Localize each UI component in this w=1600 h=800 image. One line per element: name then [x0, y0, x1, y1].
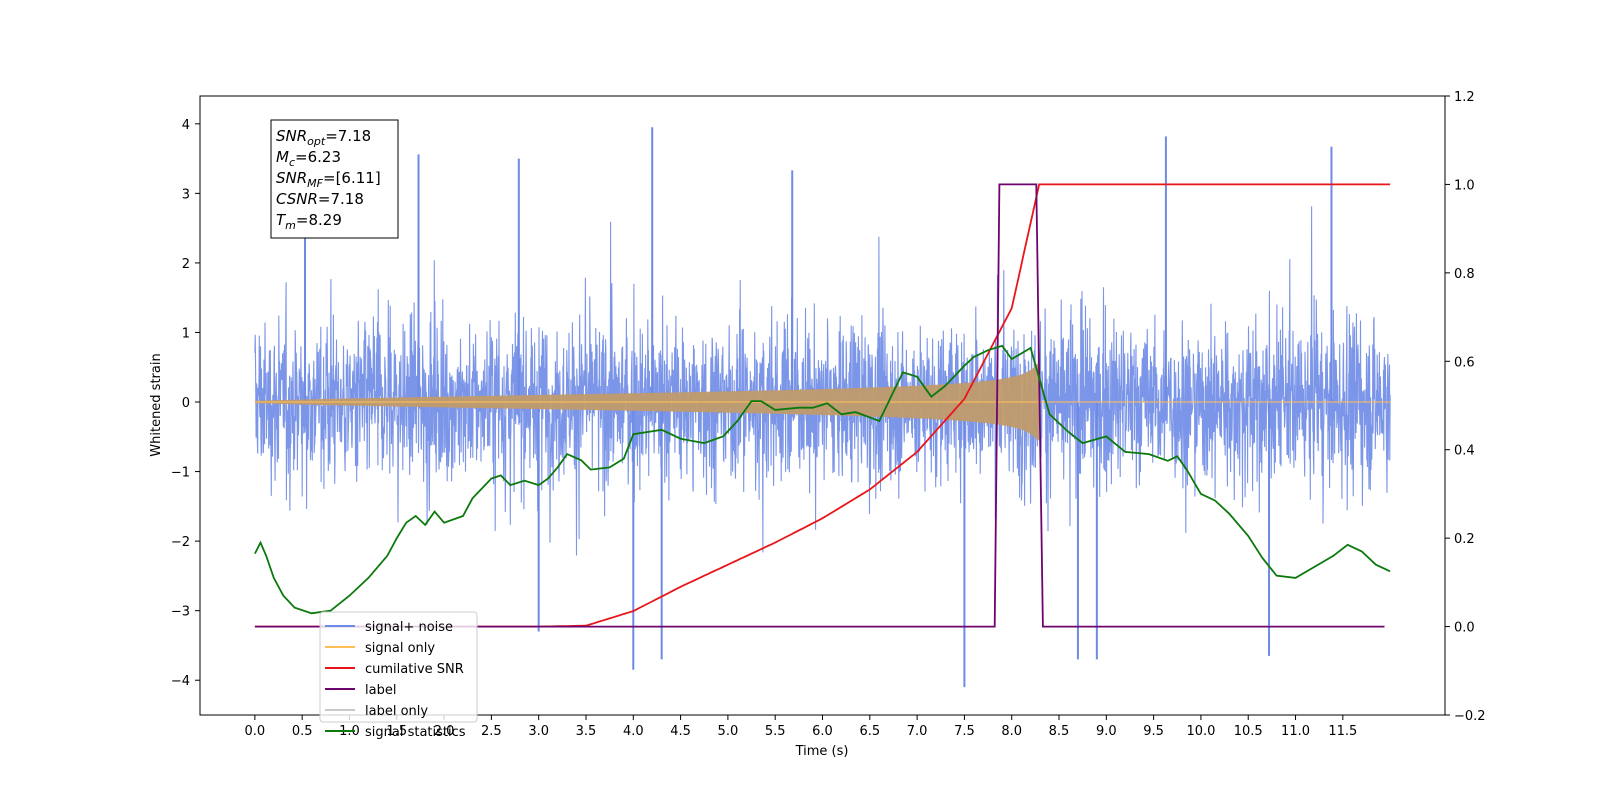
stats-line: SNRopt=7.18: [276, 127, 371, 148]
x-tick-label: 0.0: [245, 724, 266, 739]
y-axis-left-label: Whitened strain: [149, 353, 164, 456]
x-tick-label: 10.0: [1186, 724, 1215, 739]
legend-label: label: [365, 683, 396, 698]
y-left-tick-label: 3: [182, 187, 190, 202]
legend-label: label only: [365, 704, 428, 719]
y-left-tick-label: 4: [182, 118, 190, 133]
x-tick-label: 7.0: [907, 724, 928, 739]
legend-label: cumilative SNR: [365, 662, 464, 677]
y-right-tick-label: 0.6: [1454, 355, 1475, 370]
x-tick-label: 4.0: [623, 724, 644, 739]
cumulative-snr-line: [254, 183, 1391, 628]
x-tick-label: 8.0: [1001, 724, 1022, 739]
x-tick-label: 10.5: [1234, 724, 1263, 739]
legend-label: signal statistics: [365, 725, 466, 740]
y-right-tick-label: 0.8: [1454, 267, 1475, 282]
series-layer: [254, 127, 1391, 688]
x-tick-label: 3.0: [528, 724, 549, 739]
y-left-tick-label: −3: [171, 605, 190, 620]
label-line: [254, 183, 1385, 628]
stats-line: SNRMF=[6.11]: [276, 169, 381, 190]
x-axis: 0.0 0.5 1.0 1.5 2.0 2.5 3.0 3.5 4.0 4.5 5.0 5.5 6.0 6…: [245, 715, 1357, 739]
y-right-tick-label: 1.2: [1454, 90, 1475, 105]
y-right-tick-label: 1.0: [1454, 178, 1475, 193]
y-right-tick-label: 0.2: [1454, 532, 1475, 547]
x-tick-label: 6.5: [859, 724, 880, 739]
x-tick-label: 11.5: [1328, 724, 1357, 739]
x-tick-label: 9.5: [1143, 724, 1164, 739]
x-axis-label: Time (s): [795, 744, 849, 759]
stats-line: Mc=6.23: [276, 148, 341, 169]
y-right-tick-label: 0.4: [1454, 444, 1475, 459]
x-tick-label: 9.0: [1096, 724, 1117, 739]
signal-statistics-line: [254, 344, 1391, 615]
x-tick-label: 11.0: [1281, 724, 1310, 739]
x-tick-label: 2.0: [434, 724, 455, 739]
x-tick-label: 5.0: [718, 724, 739, 739]
legend: signal+ noise signal only cumilative SNR la…: [319, 611, 478, 740]
legend-frame: [319, 611, 478, 723]
x-tick-label: 7.5: [954, 724, 975, 739]
x-tick-label: 8.5: [1049, 724, 1070, 739]
y-left-tick-label: −4: [171, 674, 190, 689]
signal-noise-line: [254, 206, 1391, 556]
stats-box-frame: [270, 119, 399, 239]
stats-line: Tm=8.29: [276, 211, 342, 232]
y-right-tick-label: −0.2: [1454, 709, 1486, 724]
x-tick-label: 6.0: [812, 724, 833, 739]
y-left-tick-label: 2: [182, 257, 190, 272]
stats-line: CSNR=7.18: [276, 190, 364, 208]
x-tick-label: 3.5: [576, 724, 597, 739]
y-axis-right: −0.2 0.0 0.2 0.4 0.6 0.8 1.0 1.2: [1445, 90, 1486, 724]
x-tick-label: 1.5: [386, 724, 407, 739]
x-tick-label: 5.5: [765, 724, 786, 739]
y-right-tick-label: 0.0: [1454, 621, 1475, 636]
y-axis-left: −4 −3 −2 −1 0 1 2 3 4: [171, 118, 200, 689]
legend-label: signal only: [365, 641, 435, 656]
x-tick-label: 2.5: [481, 724, 502, 739]
legend-label: signal+ noise: [365, 620, 453, 635]
y-left-tick-label: −2: [171, 535, 190, 550]
y-left-tick-label: −1: [171, 466, 190, 481]
x-tick-label: 4.5: [670, 724, 691, 739]
y-left-tick-label: 1: [182, 326, 190, 341]
x-tick-label: 0.5: [292, 724, 313, 739]
y-left-tick-label: 0: [182, 396, 190, 411]
